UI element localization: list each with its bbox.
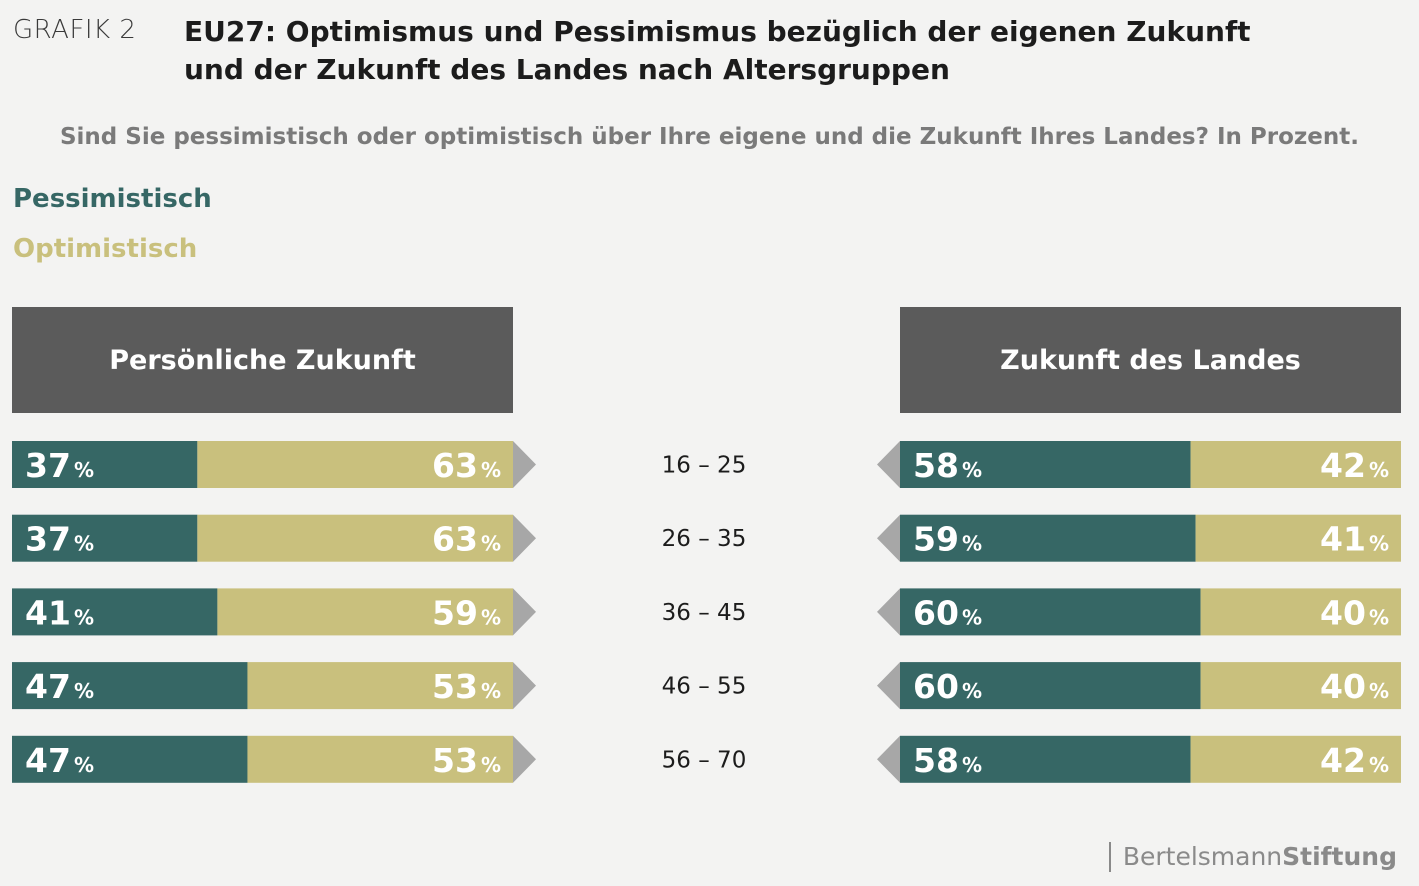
label-country-optimistic: 41% bbox=[1320, 520, 1389, 559]
arrow-country bbox=[877, 441, 900, 488]
bar-country-optimistic bbox=[1190, 441, 1401, 488]
brand-logo: BertelsmannStiftung bbox=[1108, 842, 1397, 872]
legend-optimistic: Optimistisch bbox=[13, 234, 198, 264]
bar-personal-pessimistic bbox=[12, 588, 218, 636]
label-country-optimistic: 40% bbox=[1320, 667, 1389, 706]
chart-title-line-2: und der Zukunft des Landes nach Altersgr… bbox=[184, 53, 950, 86]
label-country-pessimistic: 59% bbox=[913, 520, 982, 559]
label-personal-optimistic: 63% bbox=[432, 446, 501, 485]
label-country-pessimistic: 58% bbox=[913, 446, 982, 485]
age-group-label: 16 – 25 bbox=[662, 453, 747, 479]
bar-country-optimistic bbox=[1200, 662, 1401, 710]
chart-subtitle: Sind Sie pessimistisch oder optimistisch… bbox=[59, 124, 1359, 150]
label-personal-pessimistic: 37% bbox=[25, 446, 94, 485]
arrow-country bbox=[877, 588, 900, 636]
panel-header-personal: Persönliche Zukunft bbox=[12, 307, 513, 413]
label-country-optimistic: 42% bbox=[1320, 446, 1389, 485]
bar-country-pessimistic bbox=[900, 588, 1201, 636]
arrow-country bbox=[877, 662, 900, 710]
bar-country-pessimistic bbox=[900, 514, 1196, 562]
label-country-pessimistic: 60% bbox=[913, 593, 982, 632]
age-group-label: 46 – 55 bbox=[662, 674, 747, 700]
bar-personal-optimistic bbox=[197, 441, 513, 488]
bar-country-pessimistic bbox=[900, 662, 1201, 710]
label-personal-optimistic: 53% bbox=[432, 667, 501, 706]
bar-personal-pessimistic bbox=[12, 735, 248, 783]
arrow-personal bbox=[513, 441, 536, 488]
label-personal-pessimistic: 47% bbox=[25, 741, 94, 780]
label-country-optimistic: 40% bbox=[1320, 593, 1389, 632]
brand-bold: Stiftung bbox=[1282, 842, 1397, 871]
bar-personal-optimistic bbox=[247, 662, 513, 710]
chart-title-line-1: EU27: Optimismus und Pessimismus bezügli… bbox=[184, 15, 1251, 48]
bar-country-pessimistic bbox=[900, 735, 1191, 783]
label-country-optimistic: 42% bbox=[1320, 741, 1389, 780]
legend-pessimistic: Pessimistisch bbox=[13, 184, 212, 214]
arrow-personal bbox=[513, 588, 536, 636]
arrow-country bbox=[877, 514, 900, 562]
age-group-label: 26 – 35 bbox=[662, 526, 747, 552]
chart-title: EU27: Optimismus und Pessimismus bezügli… bbox=[184, 13, 1251, 89]
bar-personal-pessimistic bbox=[12, 441, 198, 488]
arrow-personal bbox=[513, 662, 536, 710]
age-group-label: 56 – 70 bbox=[662, 747, 747, 773]
bar-personal-pessimistic bbox=[12, 514, 198, 562]
bar-personal-optimistic bbox=[217, 588, 513, 636]
arrow-personal bbox=[513, 735, 536, 783]
label-personal-pessimistic: 47% bbox=[25, 667, 94, 706]
label-personal-optimistic: 63% bbox=[432, 520, 501, 559]
label-personal-pessimistic: 41% bbox=[25, 593, 94, 632]
label-personal-optimistic: 53% bbox=[432, 741, 501, 780]
figure-number: GRAFIK 2 bbox=[13, 15, 137, 45]
label-personal-pessimistic: 37% bbox=[25, 520, 94, 559]
arrow-country bbox=[877, 735, 900, 783]
arrow-personal bbox=[513, 514, 536, 562]
bar-country-pessimistic bbox=[900, 441, 1191, 488]
bar-country-optimistic bbox=[1195, 514, 1401, 562]
bar-personal-pessimistic bbox=[12, 662, 248, 710]
label-country-pessimistic: 60% bbox=[913, 667, 982, 706]
brand-regular: Bertelsmann bbox=[1122, 842, 1283, 871]
age-group-label: 36 – 45 bbox=[662, 600, 747, 626]
bar-country-optimistic bbox=[1190, 735, 1401, 783]
label-country-pessimistic: 58% bbox=[913, 741, 982, 780]
bar-country-optimistic bbox=[1200, 588, 1401, 636]
bar-personal-optimistic bbox=[197, 514, 513, 562]
panel-header-country: Zukunft des Landes bbox=[900, 307, 1401, 413]
label-personal-optimistic: 59% bbox=[432, 593, 501, 632]
bar-personal-optimistic bbox=[247, 735, 513, 783]
